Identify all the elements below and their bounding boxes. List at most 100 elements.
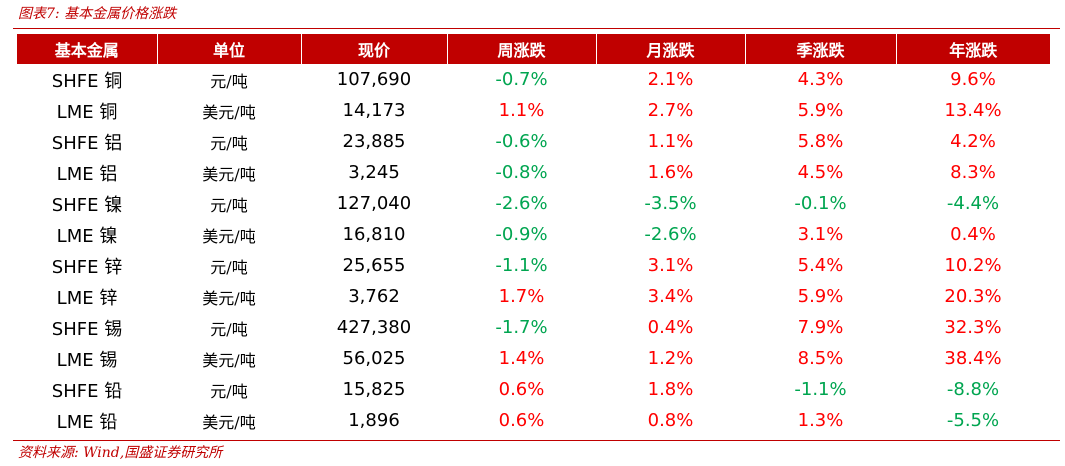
cell-weekly-change: -1.7% <box>495 317 548 338</box>
table-row: SHFE 锌 元/吨 25,655 -1.1% 3.1% 5.4% 10.2% <box>17 250 1050 281</box>
cell-price: 127,040 <box>336 193 412 214</box>
source-note: 资料来源: Wind,国盛证券研究所 <box>18 445 223 461</box>
cell-price: 16,810 <box>342 224 406 245</box>
cell-price: 56,025 <box>342 348 406 369</box>
cell-yearly-change: 0.4% <box>950 224 996 245</box>
table-row: SHFE 锡 元/吨 427,380 -1.7% 0.4% 7.9% 32.3% <box>17 312 1050 343</box>
base-metal-price-table: 基本金属 单位 现价 周涨跌 月涨跌 季涨跌 年涨跌 SHFE 铜元/吨 107,690 -0.… <box>17 34 1050 436</box>
cell-unit: 元/吨 <box>210 319 248 339</box>
header-row: 基本金属 单位 现价 周涨跌 月涨跌 季涨跌 年涨跌 <box>17 34 1050 64</box>
cell-metal: LME 铝 <box>56 163 118 185</box>
cell-metal: SHFE 铜 <box>51 70 123 92</box>
cell-monthly-change: 3.1% <box>647 255 694 276</box>
cell-quarterly-change: -0.1% <box>794 193 847 214</box>
cell-yearly-change: -5.5% <box>946 410 1000 431</box>
cell-quarterly-change: 8.5% <box>797 348 844 369</box>
cell-metal: SHFE 锌 <box>51 256 123 278</box>
table-row: LME 铜 美元/吨 14,173 1.1% 2.7% 5.9% 13.4% <box>17 95 1050 126</box>
cell-metal: LME 铅 <box>56 411 118 433</box>
table-row: LME 锡 美元/吨 56,025 1.4% 1.2% 8.5% 38.4% <box>17 343 1050 374</box>
table-header: 基本金属 单位 现价 周涨跌 月涨跌 季涨跌 年涨跌 <box>17 34 1050 64</box>
cell-quarterly-change: -1.1% <box>794 379 847 400</box>
cell-quarterly-change: 7.9% <box>797 317 844 338</box>
cell-price: 23,885 <box>342 131 406 152</box>
cell-monthly-change: 1.6% <box>647 162 694 183</box>
cell-quarterly-change: 4.5% <box>797 162 844 183</box>
cell-monthly-change: 2.7% <box>647 100 694 121</box>
cell-yearly-change: 9.6% <box>950 69 996 90</box>
cell-metal: LME 锌 <box>56 287 118 309</box>
cell-weekly-change: 1.4% <box>498 348 545 369</box>
cell-weekly-change: -0.7% <box>495 69 548 90</box>
cell-metal: SHFE 锡 <box>51 318 123 340</box>
cell-yearly-change: 10.2% <box>944 255 1002 276</box>
cell-weekly-change: -2.6% <box>495 193 548 214</box>
table-body: SHFE 铜元/吨 107,690 -0.7% 2.1% 4.3% 9.6% LME 铜美元… <box>17 64 1050 436</box>
cell-quarterly-change: 3.1% <box>797 224 844 245</box>
cell-weekly-change: 0.6% <box>498 379 545 400</box>
cell-quarterly-change: 4.3% <box>797 69 844 90</box>
cell-weekly-change: 1.7% <box>498 286 545 307</box>
header-quarterly-change: 季涨跌 <box>745 34 897 64</box>
cell-monthly-change: -2.6% <box>644 224 697 245</box>
cell-metal: SHFE 铝 <box>51 132 123 154</box>
cell-weekly-change: -1.1% <box>495 255 548 276</box>
cell-weekly-change: -0.9% <box>495 224 548 245</box>
cell-metal: LME 镍 <box>56 225 118 247</box>
table-row: SHFE 铝 元/吨 23,885 -0.6% 1.1% 5.8% 4.2% <box>17 126 1050 157</box>
cell-monthly-change: 1.8% <box>647 379 694 400</box>
cell-price: 14,173 <box>342 100 406 121</box>
cell-price: 25,655 <box>342 255 406 276</box>
cell-quarterly-change: 5.4% <box>797 255 844 276</box>
table-row: LME 锌 美元/吨 3,762 1.7% 3.4% 5.9% 20.3% <box>17 281 1050 312</box>
cell-unit: 元/吨 <box>210 71 248 91</box>
table-row: LME 镍 美元/吨 16,810 -0.9% -2.6% 3.1% 0.4% <box>17 219 1050 250</box>
cell-monthly-change: 2.1% <box>647 69 694 90</box>
cell-monthly-change: 1.1% <box>647 131 694 152</box>
cell-weekly-change: 1.1% <box>498 100 545 121</box>
cell-quarterly-change: 5.8% <box>797 131 844 152</box>
cell-unit: 美元/吨 <box>202 102 256 122</box>
table-row: SHFE 镍 元/吨 127,040 -2.6% -3.5% -0.1% -4.4% <box>17 188 1050 219</box>
cell-monthly-change: 1.2% <box>647 348 694 369</box>
cell-unit: 元/吨 <box>210 133 248 153</box>
cell-unit: 元/吨 <box>210 381 248 401</box>
header-weekly-change: 周涨跌 <box>447 34 597 64</box>
table-row: SHFE 铜 元/吨 107,690 -0.7% 2.1% 4.3% 9.6% <box>17 64 1050 95</box>
caption-divider <box>13 28 1060 29</box>
cell-price: 15,825 <box>342 379 406 400</box>
cell-metal: SHFE 镍 <box>51 194 123 216</box>
cell-price: 107,690 <box>336 69 412 90</box>
header-metal: 基本金属 <box>17 34 158 64</box>
cell-weekly-change: -0.6% <box>495 131 548 152</box>
cell-metal: LME 铜 <box>56 101 118 123</box>
cell-yearly-change: 8.3% <box>950 162 996 183</box>
header-monthly-change: 月涨跌 <box>596 34 746 64</box>
cell-yearly-change: -8.8% <box>946 379 1000 400</box>
cell-price: 427,380 <box>336 317 412 338</box>
cell-price: 1,896 <box>348 410 400 431</box>
header-yearly-change: 年涨跌 <box>896 34 1050 64</box>
cell-yearly-change: 4.2% <box>950 131 996 152</box>
cell-yearly-change: 13.4% <box>944 100 1002 121</box>
cell-weekly-change: -0.8% <box>495 162 548 183</box>
cell-unit: 元/吨 <box>210 257 248 277</box>
header-unit: 单位 <box>157 34 302 64</box>
header-price: 现价 <box>301 34 448 64</box>
table-row: LME 铅 美元/吨 1,896 0.6% 0.8% 1.3% -5.5% <box>17 405 1050 436</box>
cell-monthly-change: 0.8% <box>647 410 694 431</box>
cell-yearly-change: 20.3% <box>944 286 1002 307</box>
cell-quarterly-change: 5.9% <box>797 100 844 121</box>
cell-yearly-change: 38.4% <box>944 348 1002 369</box>
table-row: SHFE 铅 元/吨 15,825 0.6% 1.8% -1.1% -8.8% <box>17 374 1050 405</box>
cell-monthly-change: 0.4% <box>647 317 694 338</box>
cell-monthly-change: -3.5% <box>644 193 697 214</box>
cell-price: 3,762 <box>348 286 400 307</box>
cell-quarterly-change: 5.9% <box>797 286 844 307</box>
cell-monthly-change: 3.4% <box>647 286 694 307</box>
cell-unit: 美元/吨 <box>202 350 256 370</box>
figure-caption: 图表7: 基本金属价格涨跌 <box>18 6 177 22</box>
cell-unit: 元/吨 <box>210 195 248 215</box>
cell-price: 3,245 <box>348 162 400 183</box>
cell-yearly-change: -4.4% <box>946 193 1000 214</box>
